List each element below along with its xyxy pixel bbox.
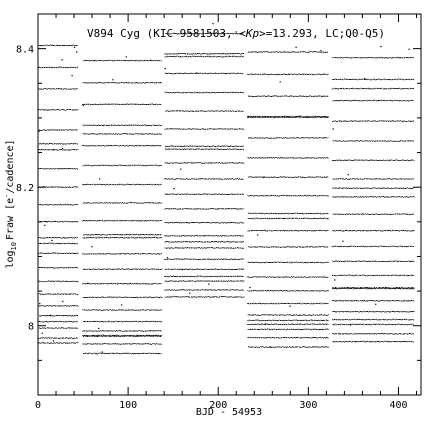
data-point (320, 50, 322, 52)
data-point (354, 341, 357, 343)
data-point (87, 282, 89, 285)
data-point (38, 130, 40, 132)
data-point (334, 279, 336, 281)
data-point (49, 314, 52, 316)
axis-ticks (37, 13, 421, 396)
data-point (289, 305, 291, 307)
data-point (249, 286, 251, 289)
data-point (380, 45, 382, 48)
data-point (52, 149, 55, 151)
data-point (71, 75, 73, 77)
data-point (375, 303, 377, 305)
data-point (112, 79, 114, 81)
data-point (264, 323, 267, 325)
chart-title: V894 Cyg (KIC 9581503, <Kp>=13.293, LC;Q… (87, 27, 385, 40)
data-point (164, 68, 166, 70)
tick-labels: 0 100 200 300 400 8 8.2 8.4 (16, 45, 408, 411)
data-point (248, 115, 250, 118)
data-point (51, 239, 53, 242)
data-point (46, 221, 48, 223)
data-point (180, 168, 182, 170)
data-point (279, 81, 281, 83)
data-point (408, 48, 410, 50)
data-point (257, 234, 259, 236)
x-tick-label: 0 (35, 400, 41, 411)
data-point (347, 174, 349, 176)
data-point (189, 292, 191, 294)
data-point (263, 176, 265, 179)
data-point (235, 31, 237, 33)
data-point (61, 59, 63, 61)
data-point (73, 46, 76, 48)
data-point (82, 104, 85, 107)
data-point (41, 332, 43, 334)
data-point (332, 128, 334, 130)
data-point (98, 327, 100, 330)
data-point (173, 187, 175, 190)
data-point (181, 268, 184, 271)
data-point (212, 23, 214, 25)
data-point (62, 300, 64, 303)
data-point (99, 178, 101, 180)
y-tick-label: 8.4 (16, 45, 34, 56)
plot-frame (37, 13, 422, 396)
light-curve-points (38, 32, 415, 355)
data-point (342, 240, 344, 242)
data-point (61, 147, 64, 150)
data-point (125, 56, 128, 58)
x-axis-label: BJD - 54953 (196, 407, 262, 418)
y-axis-label: log10Fraw [e-/cadence] (3, 139, 18, 268)
y-tick-label: 8.2 (16, 183, 34, 194)
data-point (364, 77, 366, 80)
data-point (44, 224, 46, 226)
data-point (39, 302, 41, 305)
y-tick-label: 8 (28, 322, 34, 333)
data-point (208, 283, 210, 285)
data-point (91, 246, 93, 248)
data-point (166, 257, 169, 259)
data-point (101, 351, 103, 353)
data-point (295, 46, 297, 48)
x-tick-label: 300 (299, 400, 317, 411)
data-point (76, 51, 78, 53)
data-point (120, 304, 123, 306)
data-point (149, 59, 151, 62)
data-point (52, 340, 55, 342)
x-tick-label: 400 (389, 400, 407, 411)
data-points (38, 23, 415, 355)
x-tick-label: 100 (119, 400, 137, 411)
data-point (269, 346, 272, 348)
x-tick-label: 200 (209, 400, 227, 411)
data-point (196, 72, 198, 74)
data-point (349, 324, 352, 326)
